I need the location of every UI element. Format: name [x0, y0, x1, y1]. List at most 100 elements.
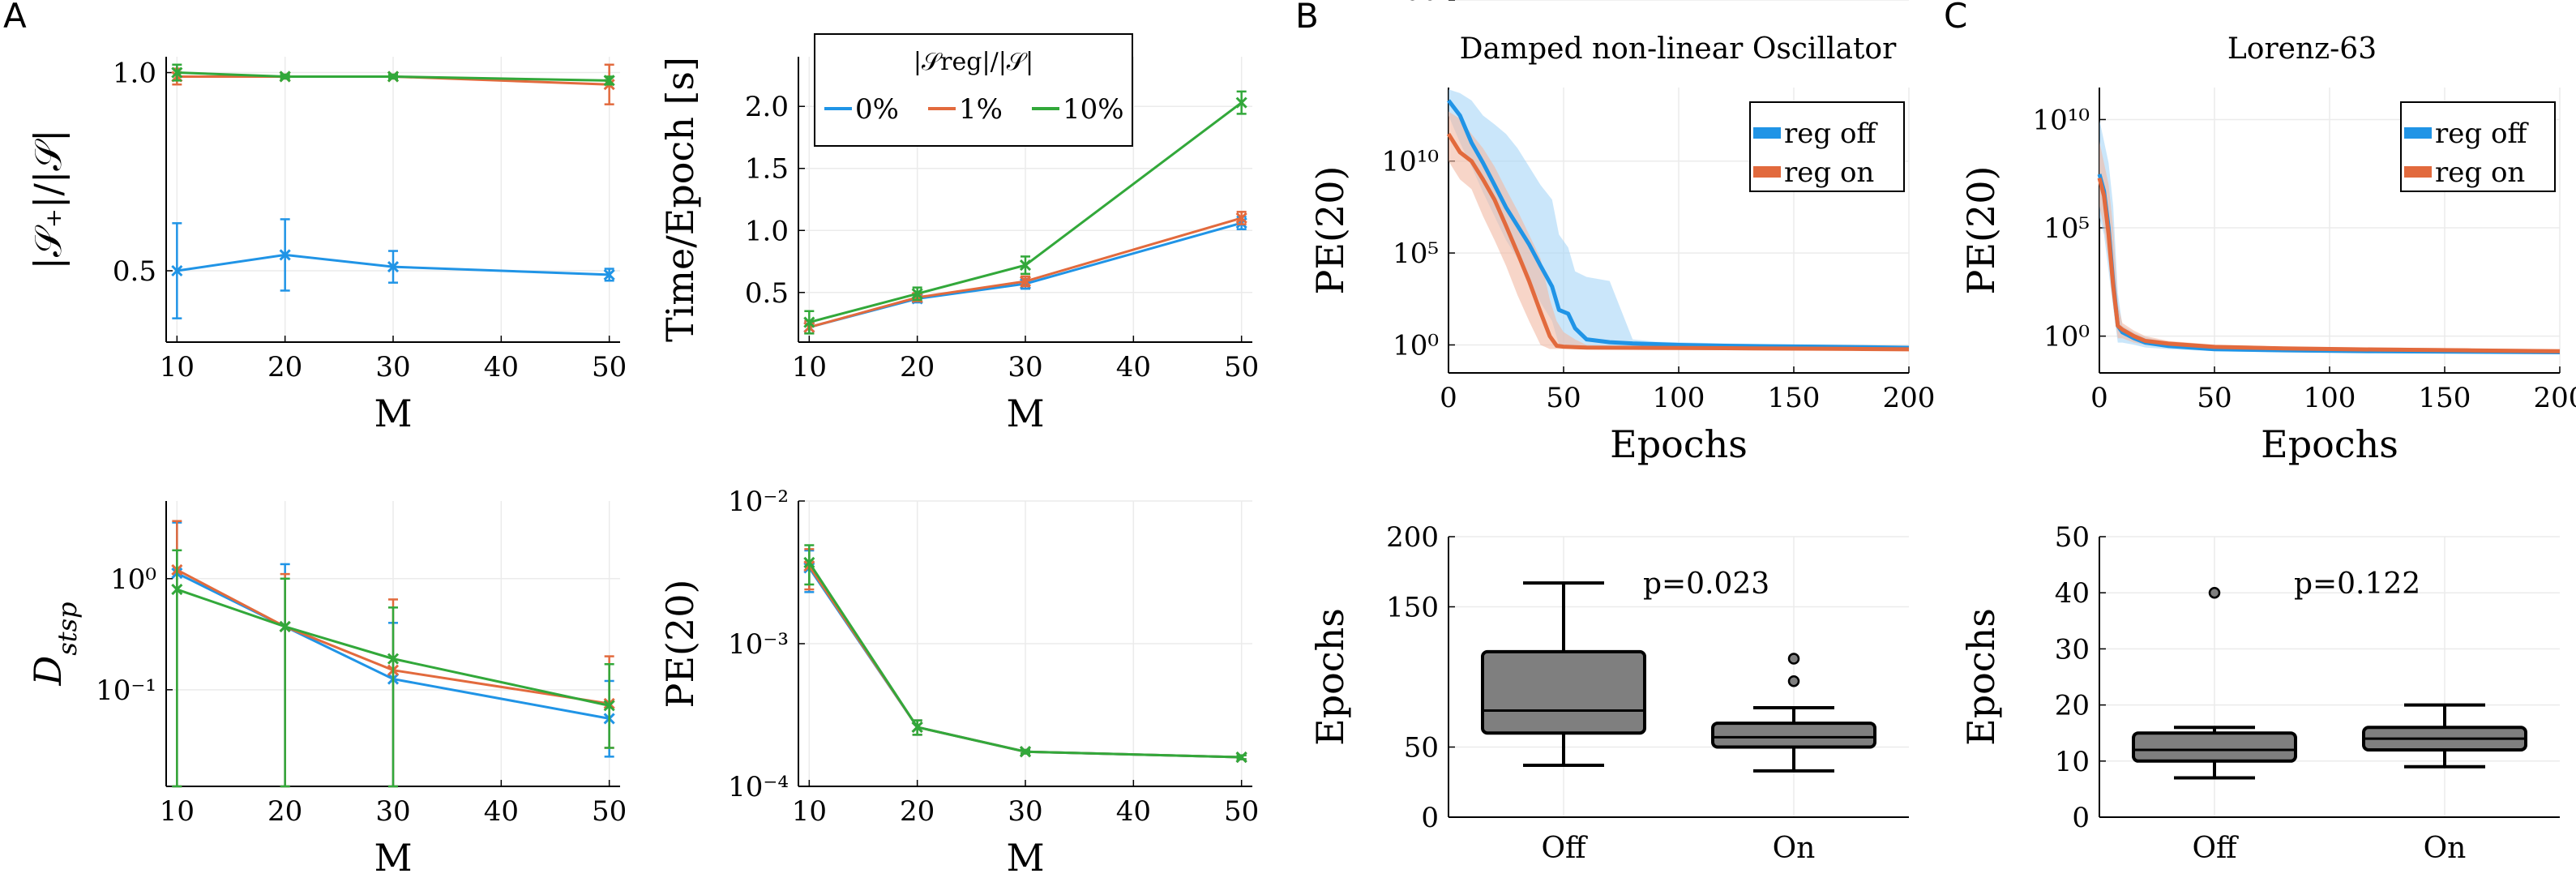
b1-series-reg-off [1448, 89, 1909, 349]
a1-point-marker [603, 268, 615, 280]
a1-point-marker [387, 261, 400, 273]
a1-point-marker [387, 71, 400, 83]
b2-ytick-label: 100 [1386, 0, 1439, 7]
b1-series-line [1446, 132, 1910, 352]
a4-ytick-label: 10⁻² [728, 486, 789, 518]
a3-point-marker [603, 700, 615, 712]
a3-xtick-label: 10 [160, 795, 195, 828]
a1-series-10% [171, 63, 615, 87]
c2-category-label: Off [2192, 832, 2239, 865]
b2-ytick-label: 50 [1404, 732, 1439, 764]
c1-ylabel: PE(20) [1959, 166, 2003, 295]
a1-xlabel: M [374, 392, 412, 435]
legend-label: 10% [1063, 93, 1124, 126]
a2-xtick-label: 50 [1224, 351, 1259, 383]
a2-series-line [808, 216, 1243, 329]
a2-ylabel: Time/Epoch [s] [658, 57, 702, 342]
a4-ytick-label: 10⁻⁴ [728, 771, 789, 803]
a4-xtick-label: 10 [792, 795, 827, 828]
a4-xlabel: M [1006, 836, 1044, 880]
a1-ytick-label: 1.0 [113, 58, 156, 90]
chart-title-oscillator: Damped non-linear Oscillator [1460, 32, 1897, 66]
a1-point-marker [603, 75, 615, 87]
c2-ytick-label: 20 [2055, 690, 2090, 722]
a1-series-line [177, 71, 610, 82]
a2-point-marker [803, 316, 815, 328]
chart-title-lorenz: Lorenz-63 [2227, 32, 2377, 66]
b1-xtick-label: 100 [1653, 382, 1705, 414]
c1-legend-label: reg on [2435, 156, 2525, 189]
a2-series-10% [803, 90, 1247, 335]
a1-xtick-label: 10 [160, 351, 195, 383]
c2-ylabel: Epochs [1959, 608, 2003, 746]
a4-xtick-label: 20 [900, 795, 935, 828]
b2-outlier-point [1787, 674, 1800, 687]
a1-xtick-label: 30 [375, 351, 410, 383]
a2-xlabel: M [1006, 392, 1044, 435]
b2-box-off [1481, 581, 1646, 767]
a3-series-line [176, 572, 610, 720]
a3-ylabel-subscript: stsp [52, 602, 83, 655]
chart-time-per-epoch-vs-M: 10 20 30 40 50 0.5 1.0 1.5 2.0 M Time/Epoch [s] |𝒮r… [658, 33, 1259, 435]
c2-ytick-label: 10 [2055, 746, 2090, 778]
legend-title: |𝒮reg|/|𝒮| [914, 48, 1033, 76]
a3-xtick-label: 50 [592, 795, 627, 828]
a4-ytick-label: 10⁻³ [728, 628, 789, 661]
a1-xtick-label: 20 [267, 351, 302, 383]
c2-p-value: p=0.122 [2294, 567, 2420, 601]
b1-xlabel: Epochs [1610, 422, 1748, 466]
b2-ytick-label: 200 [1386, 521, 1439, 554]
a2-point-marker [1019, 275, 1032, 288]
a1-series-line [177, 253, 610, 276]
a2-series-line [808, 101, 1243, 323]
a3-point-marker [171, 584, 183, 596]
a3-ytick-label: 10⁰ [110, 563, 156, 596]
chart-coverage-vs-M: 10 20 30 40 50 0.5 1.0 M |𝒮₊|/|𝒮| [26, 57, 627, 435]
b1-ylabel: PE(20) [1308, 166, 1352, 295]
b1-ytick-label: 10¹⁰ [1381, 146, 1439, 178]
b1-xtick-label: 200 [1883, 382, 1936, 414]
a3-ylabel: Dstsp [26, 602, 83, 686]
a4-xtick-label: 40 [1116, 795, 1151, 828]
a2-ytick-label: 0.5 [745, 277, 789, 310]
chart-oscillator-pe20-epochs: 0 50 100 150 200 10⁰ 10⁵ 10¹⁰ Epochs PE(20) reg of… [1308, 88, 1935, 466]
chart-pe20-vs-M: 10 20 30 40 50 10⁻⁴ 10⁻³ 10⁻² M PE(20) [658, 486, 1259, 880]
a1-xtick-label: 50 [592, 351, 627, 383]
c1-xtick-label: 50 [2197, 382, 2232, 414]
a1-point-marker [279, 249, 291, 261]
a2-point-marker [1019, 259, 1032, 272]
c2-box-off [2132, 586, 2297, 780]
a1-ytick-label: 0.5 [113, 255, 156, 288]
a4-point-marker [911, 721, 923, 734]
b2-p-value: p=0.023 [1643, 567, 1769, 601]
a3-xtick-label: 30 [375, 795, 410, 828]
chart-dstsp-vs-M: 10 20 30 40 50 10⁻¹ 10⁰ M Dstsp [26, 501, 627, 880]
c1-xtick-label: 100 [2304, 382, 2356, 414]
a1-series-0% [171, 218, 615, 319]
c2-outlier-point [2208, 586, 2221, 599]
a4-ylabel: PE(20) [658, 580, 702, 709]
a2-xtick-label: 10 [792, 351, 827, 383]
b1-legend-label: reg on [1784, 156, 1874, 189]
a2-xtick-label: 20 [900, 351, 935, 383]
a2-xtick-label: 30 [1008, 351, 1042, 383]
a1-xtick-label: 40 [484, 351, 519, 383]
a4-point-marker [803, 556, 815, 569]
a1-point-marker [171, 264, 183, 277]
a1-ylabel: |𝒮₊|/|𝒮| [26, 130, 70, 270]
legend-label: 1% [959, 93, 1003, 126]
b1-confidence-band [1448, 89, 1909, 349]
b1-xtick-label: 0 [1440, 382, 1457, 414]
c2-ytick-label: 40 [2055, 577, 2090, 610]
b2-outlier-point [1787, 653, 1800, 665]
b1-legend-label: reg off [1784, 118, 1878, 150]
a3-xtick-label: 20 [267, 795, 302, 828]
b2-category-label: On [1773, 832, 1816, 865]
b2-iqr-box [1711, 722, 1876, 749]
a2-xtick-label: 40 [1116, 351, 1151, 383]
legend-regularization: |𝒮reg|/|𝒮| 0% 1% 10% [814, 33, 1133, 147]
a1-point-marker [171, 66, 183, 79]
b1-legend: reg off reg on [1749, 101, 1905, 192]
chart-lorenz-boxplot: Off On 0 10 20 30 40 50 Epochs p=0.122 [1959, 521, 2560, 865]
b2-iqr-box [1481, 649, 1646, 735]
